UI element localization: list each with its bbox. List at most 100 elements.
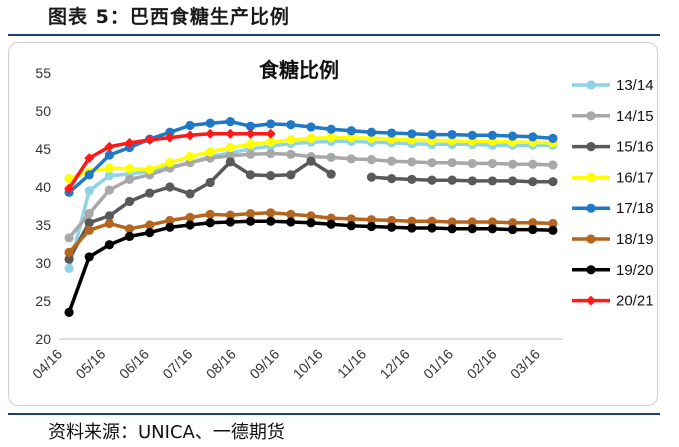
- series-point: [346, 126, 356, 136]
- legend-swatch-marker: [586, 234, 596, 244]
- series-point: [124, 231, 135, 241]
- series-point: [306, 133, 316, 143]
- series-point: [225, 217, 235, 227]
- series-point: [467, 158, 477, 169]
- series-point: [124, 196, 135, 207]
- series-point: [124, 164, 135, 174]
- series-point: [548, 225, 558, 235]
- series-point: [64, 233, 74, 243]
- series-point: [104, 240, 114, 250]
- series-point: [407, 174, 417, 184]
- series-point: [366, 221, 377, 232]
- series-point: [346, 133, 356, 143]
- series-point: [407, 157, 417, 167]
- x-tick-label: 08/16: [203, 346, 239, 382]
- legend-swatch-marker: [586, 142, 596, 152]
- series-16-17: [64, 133, 558, 184]
- sugar-ratio-chart: 食糖比例 20 25 30 35 40 45 50 55 04/16 05/16 06/16 07/1…: [29, 58, 654, 382]
- series-point: [487, 224, 498, 234]
- series-point: [366, 215, 377, 225]
- series-point: [245, 216, 256, 226]
- legend-label: 19/20: [616, 262, 654, 279]
- y-tick-label: 20: [35, 331, 51, 347]
- series-point: [265, 128, 276, 139]
- x-tick-label: 04/16: [29, 346, 65, 382]
- series-point: [427, 223, 437, 233]
- series-point: [64, 263, 74, 273]
- x-tick-label: 07/16: [159, 346, 195, 382]
- series-point: [487, 217, 498, 227]
- series-point: [467, 224, 477, 234]
- series-point: [165, 158, 175, 168]
- series-point: [266, 148, 276, 159]
- series-point: [427, 129, 437, 140]
- legend-swatch-marker: [586, 172, 596, 182]
- top-rule: [8, 34, 660, 36]
- legend-label: 20/21: [616, 293, 654, 310]
- series-point: [548, 177, 558, 187]
- legend-item: 20/21: [572, 293, 654, 310]
- series-point: [185, 152, 195, 162]
- legend-item: 13/14: [572, 77, 654, 94]
- series-point: [326, 219, 336, 229]
- series-point: [266, 119, 276, 129]
- y-tick-label: 55: [35, 65, 51, 81]
- legend-label: 15/16: [616, 139, 654, 156]
- series-point: [165, 127, 175, 137]
- x-tick-label: 10/16: [290, 346, 326, 382]
- series-point: [286, 120, 296, 130]
- series-point: [508, 176, 518, 186]
- series-point: [447, 175, 457, 185]
- series-point: [427, 175, 437, 185]
- series-point: [266, 208, 276, 218]
- series-point: [387, 222, 397, 232]
- series-point: [366, 172, 377, 182]
- y-tick-label: 50: [35, 103, 51, 119]
- series-point: [104, 211, 114, 221]
- series-point: [185, 130, 196, 141]
- series-point: [124, 224, 135, 234]
- legend-swatch-marker: [586, 295, 596, 306]
- series-point: [64, 183, 75, 194]
- series-point: [548, 218, 558, 229]
- series-point: [245, 128, 256, 139]
- series-19-20: [64, 216, 558, 317]
- series-point: [144, 134, 155, 145]
- x-tick-label: 12/16: [377, 346, 413, 382]
- y-tick-label: 30: [35, 255, 51, 271]
- series-point: [286, 149, 296, 159]
- series-point: [104, 218, 114, 229]
- series-point: [84, 209, 94, 219]
- series-point: [205, 218, 215, 228]
- series-point: [528, 224, 538, 235]
- series-point: [508, 159, 518, 169]
- series-point: [306, 211, 316, 221]
- series-point: [487, 130, 498, 140]
- series-point: [286, 135, 296, 145]
- series-point: [84, 186, 94, 196]
- series-point: [528, 177, 538, 187]
- series-point: [326, 133, 336, 143]
- series-point: [508, 131, 518, 141]
- x-tick-label: 02/16: [464, 346, 500, 382]
- figure-source: 资料来源：UNICA、一德期货: [48, 422, 285, 443]
- series-point: [124, 137, 135, 148]
- series-point: [64, 247, 74, 257]
- series-point: [346, 154, 356, 164]
- series-point: [64, 307, 74, 317]
- legend-label: 16/17: [616, 169, 654, 186]
- series-point: [225, 142, 235, 153]
- series-point: [225, 128, 236, 139]
- legend-label: 14/15: [616, 108, 654, 125]
- series-point: [366, 155, 377, 165]
- series-point: [185, 120, 195, 131]
- series-point: [205, 147, 215, 157]
- legend-item: 16/17: [572, 169, 654, 186]
- series-18-19: [64, 208, 558, 257]
- series-point: [467, 130, 477, 140]
- series-point: [387, 174, 397, 184]
- series-point: [84, 170, 94, 180]
- series-point: [407, 129, 417, 139]
- series-point: [145, 220, 155, 230]
- series-point: [104, 185, 114, 195]
